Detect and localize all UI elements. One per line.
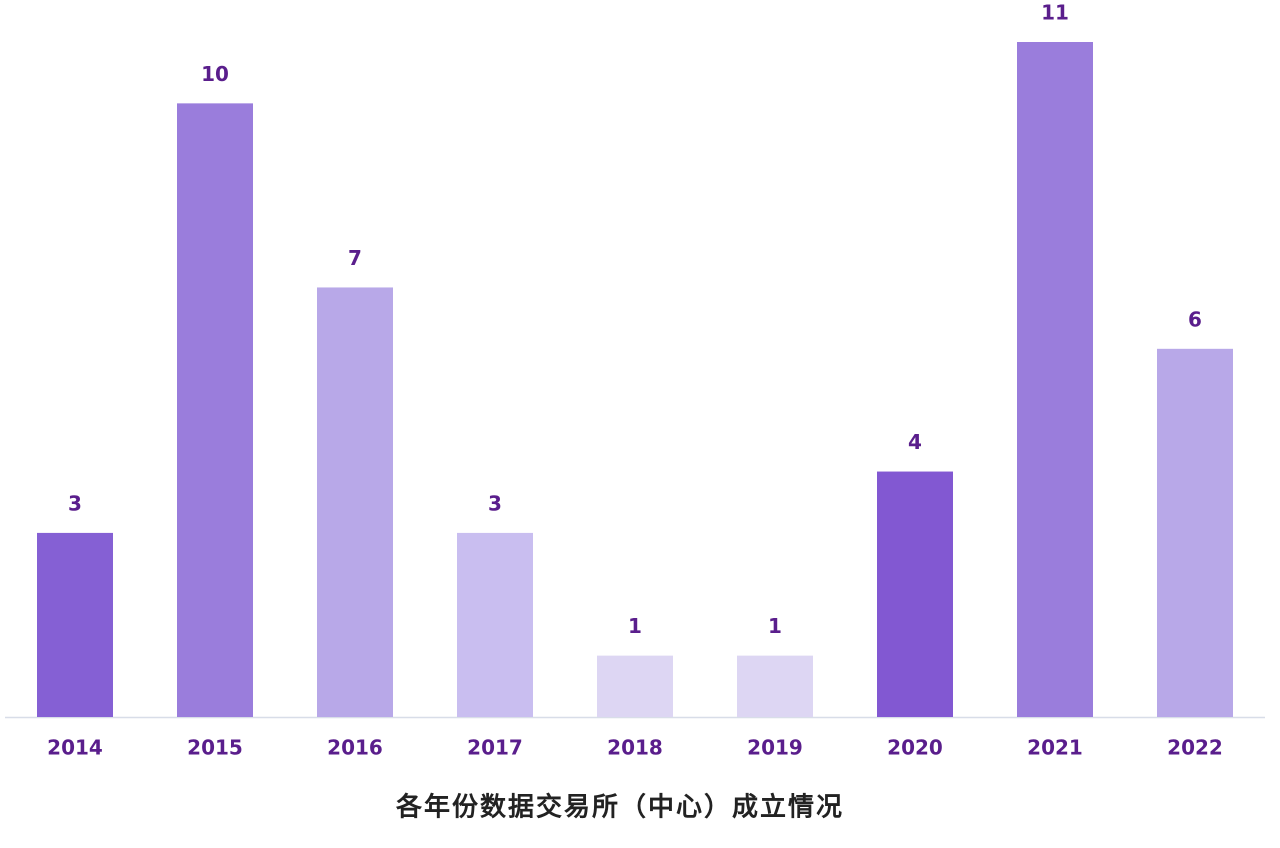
bar: [1017, 42, 1093, 717]
bar: [737, 655, 813, 717]
data-label: 3: [68, 491, 82, 515]
x-tick-label: 2018: [607, 736, 663, 760]
bar: [177, 103, 253, 717]
data-label: 6: [1188, 307, 1202, 331]
x-tick-label: 2016: [327, 736, 383, 760]
x-tick-label: 2022: [1167, 736, 1223, 760]
bar: [597, 655, 673, 717]
data-label: 10: [201, 62, 229, 86]
data-label: 7: [348, 246, 362, 270]
bar: [317, 287, 393, 717]
data-label: 3: [488, 491, 502, 515]
data-label: 11: [1041, 1, 1069, 25]
data-label: 1: [628, 614, 642, 638]
chart-title: 各年份数据交易所（中心）成立情况: [395, 792, 844, 823]
data-label: 1: [768, 614, 782, 638]
x-tick-label: 2014: [47, 736, 103, 760]
data-label: 4: [908, 430, 922, 454]
x-tick-label: 2021: [1027, 736, 1083, 760]
bar: [1157, 348, 1233, 717]
x-tick-label: 2019: [747, 736, 803, 760]
x-tick-label: 2020: [887, 736, 943, 760]
bar: [457, 532, 533, 717]
x-tick-label: 2015: [187, 736, 243, 760]
bar: [877, 471, 953, 717]
x-tick-label: 2017: [467, 736, 523, 760]
bar: [37, 532, 113, 717]
